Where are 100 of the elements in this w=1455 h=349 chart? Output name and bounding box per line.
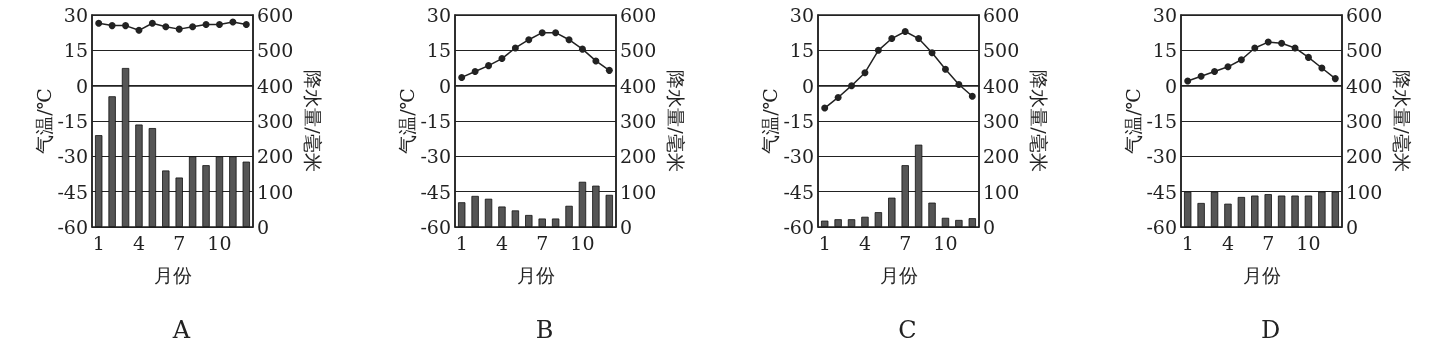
text: B <box>535 316 554 344</box>
bar <box>592 185 600 227</box>
x-tick-label: 7 <box>173 231 186 254</box>
y2-tick-label: 100 <box>1346 180 1383 203</box>
bar <box>188 156 197 227</box>
y-tick-label: 15 <box>63 39 88 62</box>
point <box>122 22 130 30</box>
point <box>552 29 560 37</box>
point <box>605 66 613 74</box>
y2-tick-label: 400 <box>620 74 657 97</box>
text: D <box>1260 316 1281 344</box>
bar <box>471 195 479 227</box>
bar <box>565 205 573 227</box>
y2-tick-label: 0 <box>983 216 996 238</box>
bar <box>148 128 157 227</box>
y-tick-label: 30 <box>1152 4 1177 26</box>
y-tick-label: -60 <box>1146 216 1177 238</box>
y2-tick-label: 400 <box>1346 74 1383 97</box>
bar <box>1264 194 1272 227</box>
bar <box>955 219 963 227</box>
y-tick-label: 30 <box>63 4 88 26</box>
bar <box>525 214 533 227</box>
x-axis-title: 月份 <box>516 263 555 286</box>
y2-tick-label: 400 <box>983 74 1020 97</box>
y2-tick-label: 200 <box>620 145 657 168</box>
point <box>941 65 949 73</box>
y2-tick-label: 0 <box>1346 216 1359 238</box>
point <box>874 46 882 54</box>
y2-tick-label: 100 <box>620 180 657 203</box>
point <box>1278 39 1286 47</box>
point <box>968 92 976 100</box>
bar <box>821 220 829 227</box>
y-tick-label: 15 <box>1152 39 1177 62</box>
y-tick-label: -45 <box>1146 180 1177 203</box>
bar <box>229 156 237 227</box>
bar <box>1277 195 1286 227</box>
bar <box>1331 191 1339 227</box>
bar <box>484 198 493 227</box>
point <box>901 27 909 35</box>
x-tick-label: 10 <box>207 231 232 254</box>
point <box>1251 44 1259 52</box>
x-tick-label: 4 <box>132 231 146 254</box>
y2-tick-label: 100 <box>983 180 1020 203</box>
bar <box>538 218 546 227</box>
point <box>538 29 546 37</box>
y2-tick-label: 200 <box>1346 145 1383 168</box>
y2-tick-label: 200 <box>257 145 294 168</box>
y-tick-label: -15 <box>57 110 88 132</box>
y2-tick-label: 100 <box>257 180 294 203</box>
bar <box>162 170 170 227</box>
bar <box>605 194 613 227</box>
y-tick-label: 0 <box>801 74 814 97</box>
point <box>1211 68 1219 76</box>
point <box>189 23 197 31</box>
y-tick-label: 30 <box>426 4 451 26</box>
bar <box>121 68 130 227</box>
bar <box>1237 196 1246 227</box>
y-axis-title: 气温/℃ <box>1122 88 1144 154</box>
bar <box>1197 202 1205 227</box>
x-tick-label: 10 <box>570 231 595 254</box>
point <box>471 68 479 76</box>
y2-axis-title: 降水量/毫米 <box>1027 70 1050 172</box>
y2-tick-label: 600 <box>257 4 294 26</box>
y-tick-label: -30 <box>420 145 451 168</box>
point <box>1264 38 1272 46</box>
y2-tick-label: 600 <box>620 4 657 26</box>
point <box>148 19 156 27</box>
y-tick-label: -30 <box>783 145 814 168</box>
bar <box>901 165 909 227</box>
bar <box>928 202 936 227</box>
point <box>578 45 586 53</box>
y-tick-label: 0 <box>75 74 88 97</box>
y2-tick-label: 300 <box>983 110 1020 132</box>
x-axis-title: 月份 <box>1242 263 1281 286</box>
y-tick-label: -45 <box>783 180 814 203</box>
y2-tick-label: 300 <box>257 110 294 132</box>
y2-tick-label: 300 <box>620 110 657 132</box>
bar <box>1210 191 1219 227</box>
bar <box>1318 191 1326 227</box>
bar <box>511 210 520 227</box>
bar <box>914 144 923 227</box>
x-tick-label: 1 <box>92 231 105 254</box>
bar <box>834 219 842 227</box>
x-tick-label: 4 <box>495 231 509 254</box>
bar <box>578 181 587 227</box>
x-tick-label: 7 <box>1262 231 1275 254</box>
bar <box>1291 195 1299 227</box>
x-tick-label: 7 <box>899 231 912 254</box>
y-tick-label: -15 <box>1146 110 1177 132</box>
point <box>1304 53 1312 61</box>
x-axis-title: 月份 <box>153 263 192 286</box>
y-tick-label: 15 <box>426 39 451 62</box>
point <box>511 44 519 52</box>
x-axis-title: 月份 <box>879 263 918 286</box>
bar <box>242 161 250 227</box>
y2-axis-title: 降水量/毫米 <box>301 70 324 172</box>
x-tick-label: 4 <box>1221 231 1235 254</box>
point <box>888 35 896 43</box>
bar <box>498 206 506 227</box>
point <box>1331 75 1339 83</box>
